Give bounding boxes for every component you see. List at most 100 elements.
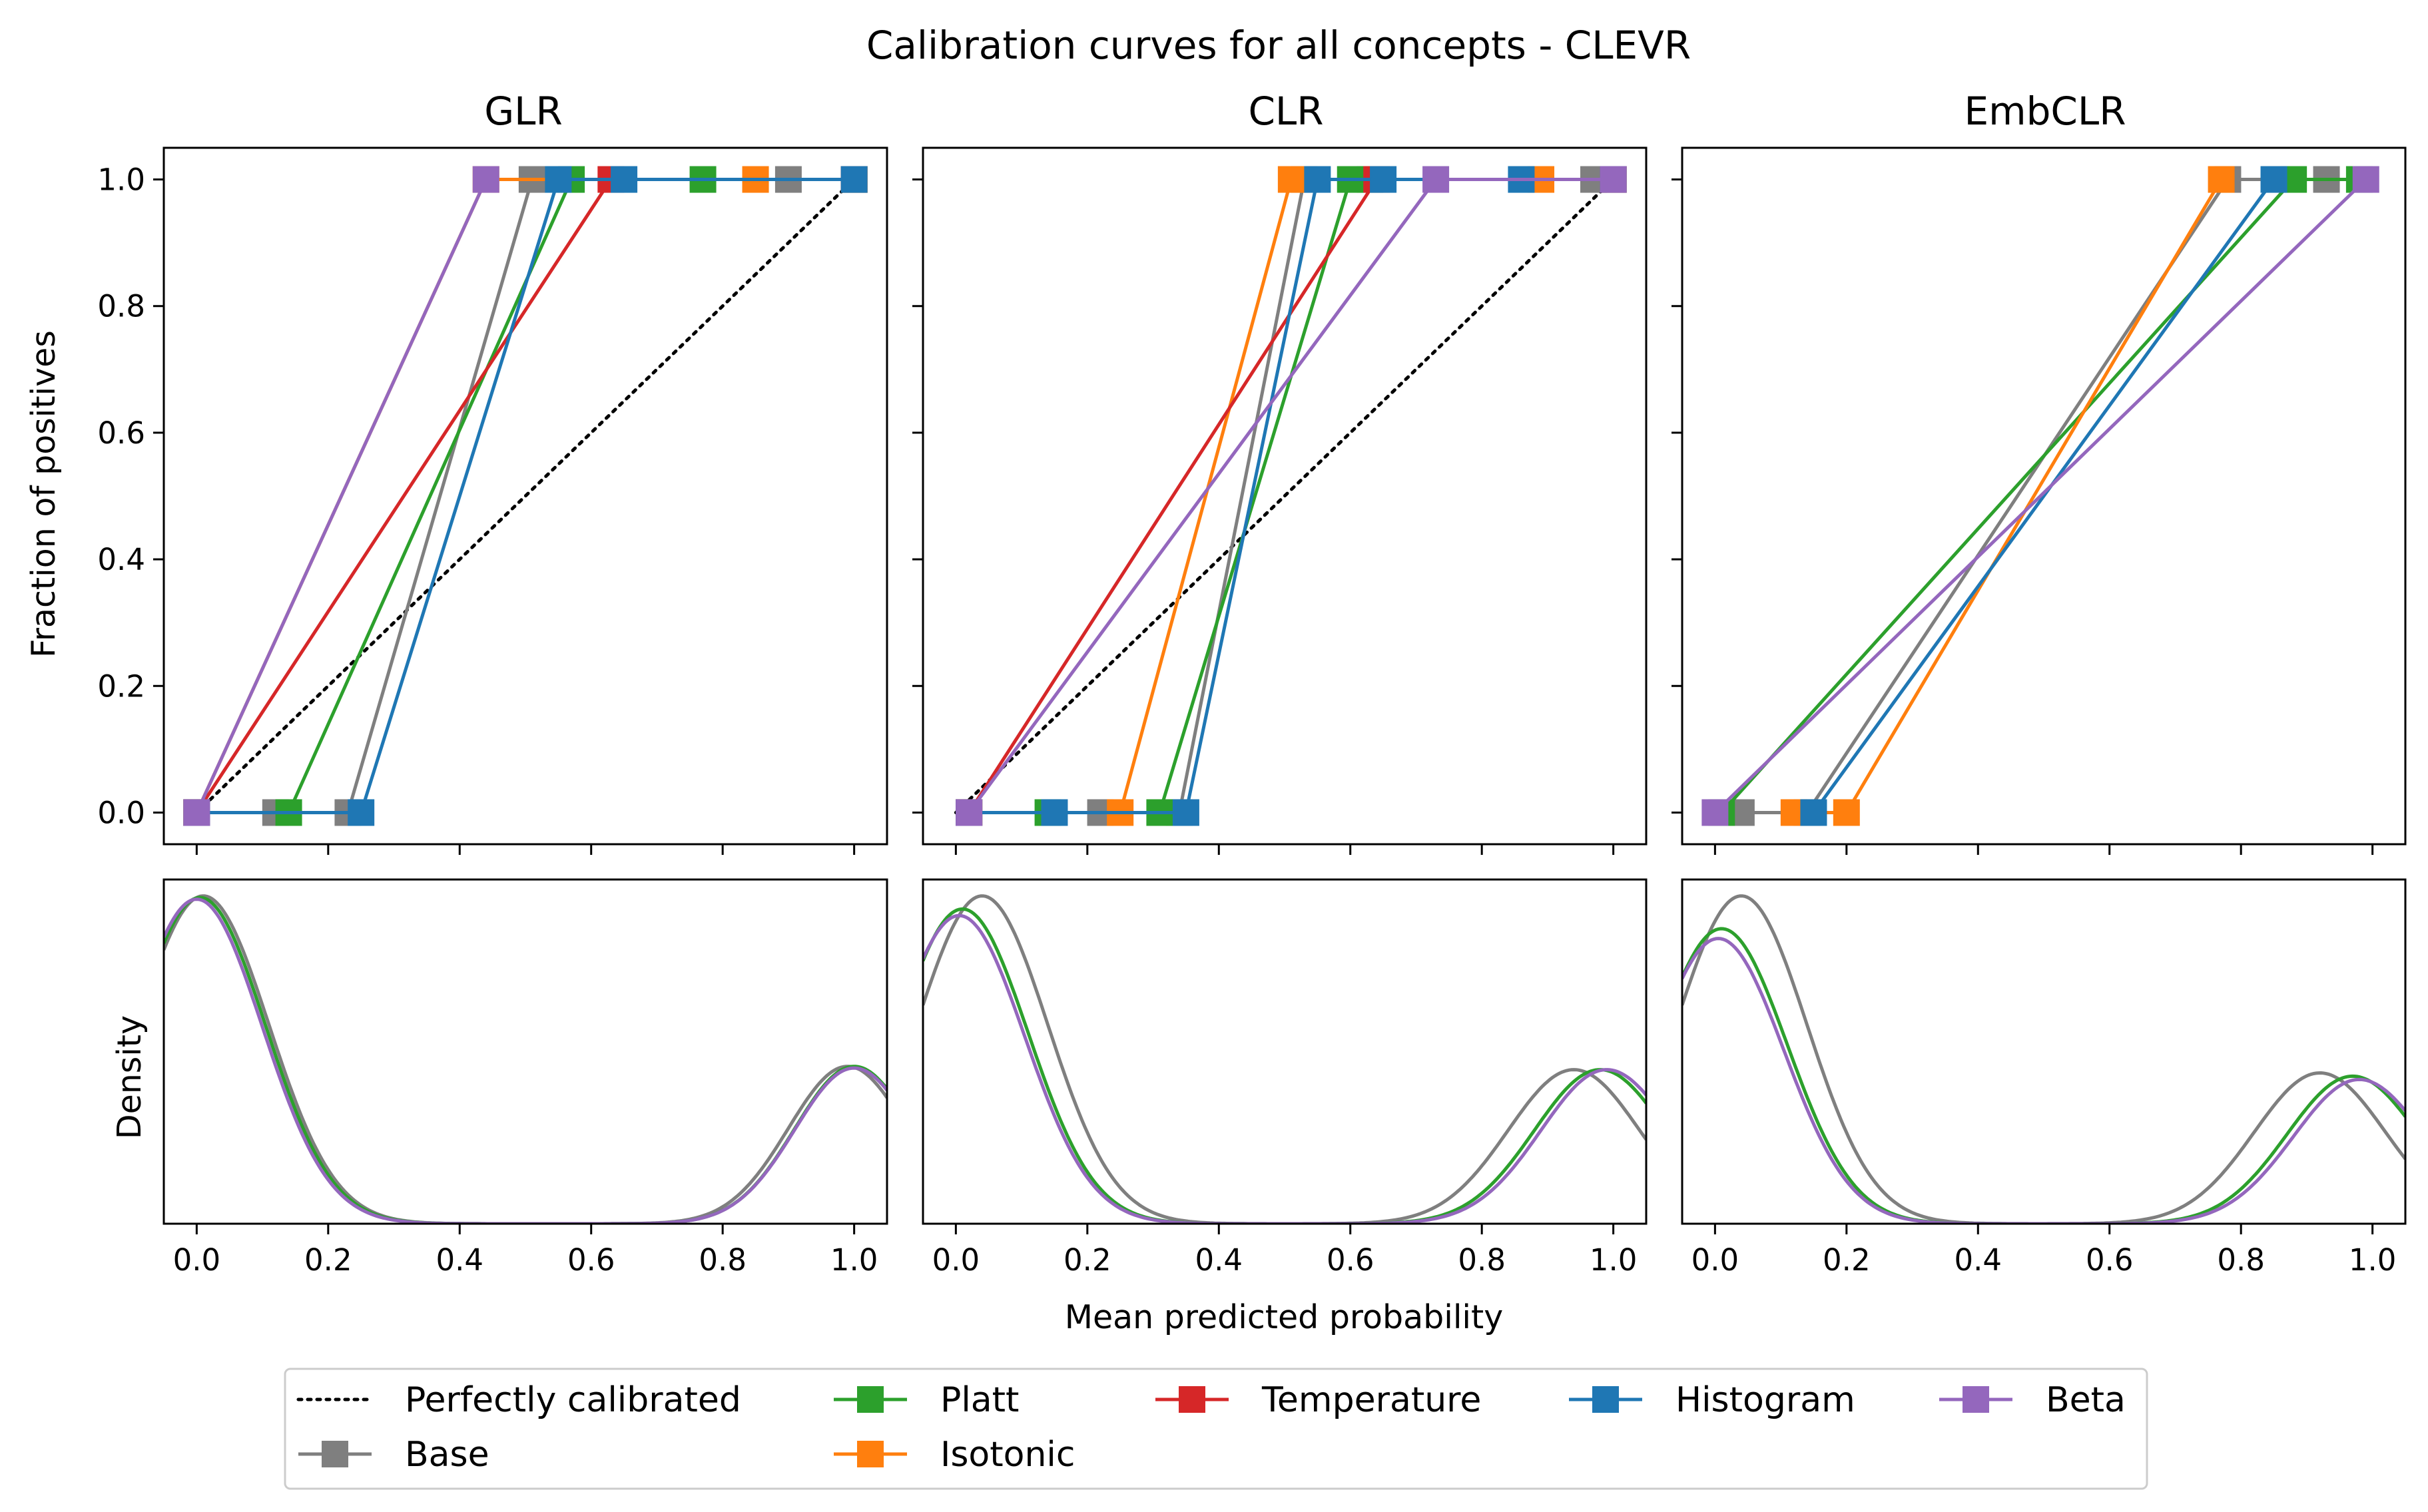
density-embclr-curve-base xyxy=(1682,894,2405,1224)
density-clr-xtick-label-0: 0.0 xyxy=(932,1242,980,1278)
density-embclr-curve-platt xyxy=(1682,927,2405,1224)
calibration-embclr-line-histogram xyxy=(1812,178,2276,814)
legend-platt-entry: Platt xyxy=(834,1380,1019,1420)
calibration-clr-marker-histogram-3 xyxy=(1304,166,1331,193)
calibration-embclr-marker-histogram-1 xyxy=(2260,166,2287,193)
density-clr-xtick-label-3: 0.6 xyxy=(1327,1242,1374,1278)
calibration-clr-marker-beta-0 xyxy=(956,799,983,826)
legend-platt-label: Platt xyxy=(940,1380,1019,1420)
calibration-clr-marker-histogram-1 xyxy=(1041,799,1068,826)
density-clr-curve-base xyxy=(923,894,1646,1224)
calibration-embclr-frame xyxy=(1681,146,2407,846)
density-embclr-xtick-label-2: 0.4 xyxy=(1954,1242,2002,1278)
density-glr-curve-beta xyxy=(164,897,887,1224)
density-embclr-xtick-label-0: 0.0 xyxy=(1691,1242,1739,1278)
calibration-glr-marker-histogram-3 xyxy=(611,166,638,193)
legend-histogram-swatch-marker xyxy=(1592,1386,1619,1413)
legend-beta-entry: Beta xyxy=(1939,1380,2126,1420)
legend-base-entry: Base xyxy=(298,1435,489,1475)
density-clr-panel: 0.0 0.2 0.4 0.6 0.8 1.0 xyxy=(922,878,1648,1278)
calibration-glr-marker-beta-1 xyxy=(472,166,499,193)
calibration-glr-line-perfectly-calibrated xyxy=(194,178,856,814)
density-embclr-series-group xyxy=(1682,894,2405,1224)
figure-title: Calibration curves for all concepts - CL… xyxy=(866,23,1691,68)
calibration-glr-series-group xyxy=(183,166,868,826)
legend-temperature-swatch-marker xyxy=(1179,1386,1205,1413)
y-axis-label-bottom: Density xyxy=(111,1015,149,1139)
density-clr-xtick-label-1: 0.2 xyxy=(1063,1242,1111,1278)
density-glr-panel: 0.0 0.2 0.4 0.6 0.8 1.0 xyxy=(162,878,888,1278)
density-glr-xtick-label-2: 0.4 xyxy=(436,1242,483,1278)
calibration-glr-marker-histogram-1 xyxy=(348,799,375,826)
legend-beta-swatch-marker xyxy=(1963,1386,1989,1413)
calibration-clr-marker-beta-2 xyxy=(1600,166,1627,193)
density-glr-xtick-label-5: 1.0 xyxy=(830,1242,878,1278)
density-clr-xtick-label-2: 0.4 xyxy=(1195,1242,1243,1278)
legend-isotonic-entry: Isotonic xyxy=(834,1435,1075,1475)
calibration-glr-ytick-label-5: 1.0 xyxy=(97,162,145,198)
legend-temperature-label: Temperature xyxy=(1261,1380,1481,1420)
density-glr-xtick-label-1: 0.2 xyxy=(304,1242,352,1278)
calibration-clr-series-group xyxy=(954,166,1627,826)
density-glr-frame xyxy=(162,878,888,1225)
legend-perfect-entry: Perfectly calibrated xyxy=(296,1380,741,1420)
calibration-glr-ytick-label-0: 0.0 xyxy=(97,795,145,830)
calibration-embclr-marker-beta-0 xyxy=(1701,799,1729,826)
legend-base-swatch-marker xyxy=(322,1441,348,1467)
density-glr-xtick-label-4: 0.8 xyxy=(699,1242,747,1278)
calibration-glr-frame xyxy=(162,146,888,846)
legend: Perfectly calibrated Base Platt Isotonic Tem… xyxy=(284,1368,2148,1490)
density-glr-curve-base xyxy=(164,894,887,1224)
calibration-glr-ytick-label-1: 0.2 xyxy=(97,668,145,704)
calibration-glr-panel: 0.0 0.2 0.4 0.6 0.8 1.0 xyxy=(97,146,888,855)
density-embclr-xtick-label-3: 0.6 xyxy=(2086,1242,2134,1278)
legend-perfect-label: Perfectly calibrated xyxy=(405,1380,741,1420)
density-embclr-xtick-label-1: 0.2 xyxy=(1823,1242,1871,1278)
density-embclr-frame xyxy=(1681,878,2407,1225)
panel-title-glr: GLR xyxy=(484,89,563,134)
calibration-embclr-marker-isotonic-1 xyxy=(1833,799,1860,826)
calibration-clr-marker-histogram-4 xyxy=(1370,166,1397,193)
calibration-clr-line-base xyxy=(969,178,1594,814)
legend-platt-swatch-marker xyxy=(857,1386,884,1413)
calibration-embclr-marker-beta-1 xyxy=(2352,166,2379,193)
panel-title-clr: CLR xyxy=(1248,89,1323,134)
legend-histogram-label: Histogram xyxy=(1675,1380,1855,1420)
density-clr-frame xyxy=(922,878,1648,1225)
calibration-clr-panel xyxy=(912,146,1648,855)
calibration-glr-ytick-label-4: 0.8 xyxy=(97,289,145,324)
calibration-glr-marker-histogram-4 xyxy=(840,166,868,193)
calibration-glr-line-beta xyxy=(195,178,488,814)
y-axis-label-top: Fraction of positives xyxy=(25,330,63,658)
legend-base-label: Base xyxy=(405,1435,489,1475)
legend-temperature-entry: Temperature xyxy=(1155,1380,1481,1420)
calibration-glr-marker-beta-0 xyxy=(183,799,210,826)
density-glr-xtick-label-0: 0.0 xyxy=(173,1242,221,1278)
chart-panels: 0.00.20.40.60.81.00.0 0.2 0.4 0.6 0.8 1.0 0.0 0… xyxy=(97,146,2407,1278)
calibration-glr-ytick-label-3: 0.6 xyxy=(97,415,145,451)
calibration-clr-frame xyxy=(922,146,1648,846)
legend-beta-label: Beta xyxy=(2046,1380,2126,1420)
calibration-embclr-panel xyxy=(1671,146,2407,855)
legend-histogram-entry: Histogram xyxy=(1569,1380,1855,1420)
calibration-embclr-series-group xyxy=(1701,166,2379,826)
calibration-glr-ytick-label-2: 0.4 xyxy=(97,542,145,577)
density-glr-xtick-label-3: 0.6 xyxy=(567,1242,615,1278)
calibration-clr-marker-isotonic-2 xyxy=(1277,166,1305,193)
density-clr-xtick-label-4: 0.8 xyxy=(1458,1242,1506,1278)
calibration-embclr-marker-histogram-0 xyxy=(1800,799,1827,826)
density-embclr-xtick-label-5: 1.0 xyxy=(2349,1242,2397,1278)
calibration-embclr-line-beta xyxy=(1713,178,2367,814)
density-embclr-curve-beta xyxy=(1682,937,2405,1224)
x-axis-label: Mean predicted probability xyxy=(1065,1298,1504,1336)
density-clr-series-group xyxy=(923,894,1646,1224)
density-clr-curve-beta xyxy=(923,913,1646,1224)
calibration-clr-marker-histogram-2 xyxy=(1172,799,1199,826)
density-glr-series-group xyxy=(164,894,887,1224)
panel-title-embclr: EmbCLR xyxy=(1964,89,2126,134)
density-clr-curve-platt xyxy=(923,907,1646,1224)
calibration-clr-line-perfectly-calibrated xyxy=(954,178,1616,814)
legend-isotonic-swatch-marker xyxy=(857,1441,884,1467)
density-clr-xtick-label-5: 1.0 xyxy=(1590,1242,1638,1278)
